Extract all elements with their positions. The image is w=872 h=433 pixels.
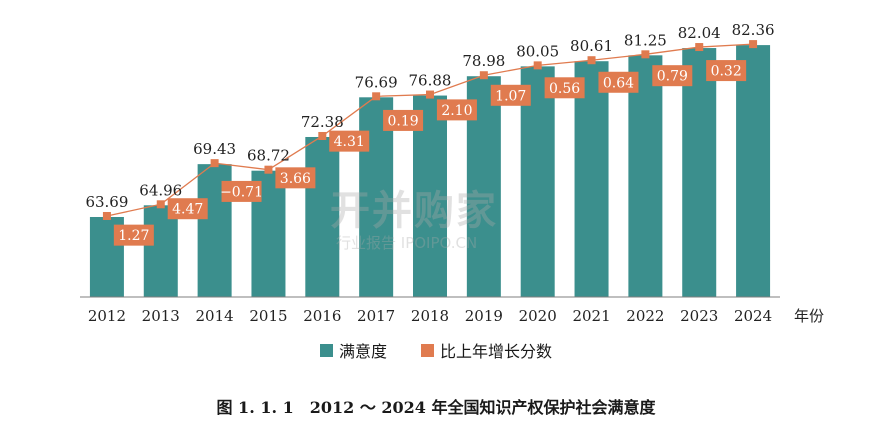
x-axis-label: 年份: [794, 307, 824, 325]
bar-value-label: 72.38: [301, 113, 344, 131]
bar-value-label: 63.69: [85, 193, 128, 211]
x-tick-label: 2020: [519, 307, 557, 325]
x-tick-label: 2014: [196, 307, 234, 325]
growth-marker: [372, 92, 381, 101]
growth-box: [706, 60, 747, 82]
growth-layer: 1.27 4.47 −0.71 3.66 4.31 0.19 2.10 1.07 0.56 0.6…: [102, 40, 758, 246]
growth-marker: [695, 43, 704, 52]
bar-2022: [628, 55, 663, 297]
bars-layer: [89, 45, 771, 298]
legend-item-growth: 比上年增长分数: [421, 338, 552, 362]
growth-marker: [587, 56, 596, 65]
x-tick-label: 2017: [357, 307, 395, 325]
growth-marker: [156, 200, 165, 209]
bar-value-label: 82.04: [678, 24, 721, 42]
growth-value-label: 0.64: [603, 75, 634, 91]
figure-caption: 图 1. 1. 1 2012 ～ 2024 年全国知识产权保护社会满意度: [216, 398, 656, 417]
growth-marker: [264, 165, 273, 174]
bar-value-label: 80.61: [570, 37, 613, 55]
growth-box: [544, 77, 585, 99]
growth-value-label: 0.79: [657, 69, 688, 85]
growth-value-label: 0.56: [549, 81, 580, 97]
growth-box: [329, 130, 370, 152]
bar-value-label: 80.05: [516, 42, 559, 60]
labels-layer: 63.69 64.96 69.43 68.72 72.38 76.69 76.88 78.98…: [85, 21, 774, 211]
x-tick-label: 2022: [626, 307, 664, 325]
growth-box: [221, 180, 262, 202]
legend-item-satisfaction: 满意度: [319, 338, 387, 362]
x-tick-label: 2012: [88, 307, 126, 325]
bar-2016: [305, 136, 340, 297]
growth-box: [383, 109, 424, 131]
growth-marker: [479, 71, 488, 80]
legend: 满意度 比上年增长分数: [0, 338, 872, 362]
growth-value-label: −0.71: [220, 184, 263, 200]
ticks-layer: 2012 2013 2014 2015 2016 2017 2018 2019 2020 2021…: [88, 307, 772, 325]
growth-box: [275, 167, 316, 189]
growth-value-label: 3.66: [280, 171, 311, 187]
growth-box: [598, 71, 639, 93]
x-tick-label: 2013: [142, 307, 180, 325]
growth-box: [113, 224, 154, 246]
growth-marker: [102, 211, 111, 220]
bar-value-label: 76.88: [409, 72, 452, 90]
x-tick-label: 2023: [680, 307, 718, 325]
growth-value-label: 1.27: [118, 228, 149, 244]
growth-marker: [749, 40, 758, 49]
bar-2024: [736, 45, 771, 298]
growth-value-label: 0.19: [387, 113, 418, 129]
growth-value-label: 1.07: [495, 88, 526, 104]
growth-box: [436, 99, 477, 121]
legend-label-satisfaction: 满意度: [338, 342, 387, 361]
growth-value-label: 4.47: [172, 202, 203, 218]
bar-2021: [574, 61, 609, 297]
growth-box: [652, 65, 693, 87]
bar-value-label: 69.43: [193, 140, 236, 158]
growth-value-label: 0.32: [711, 64, 742, 80]
bar-value-label: 82.36: [732, 21, 775, 39]
x-tick-label: 2019: [465, 307, 503, 325]
bar-value-label: 76.69: [355, 73, 398, 91]
x-tick-label: 2018: [411, 307, 449, 325]
growth-marker: [318, 131, 327, 140]
bar-2023: [682, 48, 717, 297]
x-tick-label: 2016: [303, 307, 341, 325]
growth-marker: [533, 61, 542, 70]
bar-value-label: 81.25: [624, 31, 667, 49]
legend-swatch-growth: [421, 343, 434, 357]
bar-2013: [143, 205, 178, 297]
x-tick-label: 2024: [734, 307, 772, 325]
bar-value-label: 64.96: [139, 181, 182, 199]
growth-value-label: 2.10: [441, 103, 472, 119]
bar-value-label: 78.98: [462, 52, 505, 70]
growth-marker: [210, 159, 219, 168]
growth-box: [490, 84, 531, 106]
growth-value-label: 4.31: [334, 134, 365, 150]
x-tick-label: 2021: [572, 307, 610, 325]
growth-marker: [426, 90, 434, 99]
bar-value-label: 68.72: [247, 147, 290, 165]
legend-swatch-bar: [319, 343, 333, 357]
growth-marker: [641, 50, 650, 59]
x-tick-label: 2015: [249, 307, 287, 325]
legend-label-growth: 比上年增长分数: [440, 342, 553, 361]
growth-box: [167, 198, 208, 220]
